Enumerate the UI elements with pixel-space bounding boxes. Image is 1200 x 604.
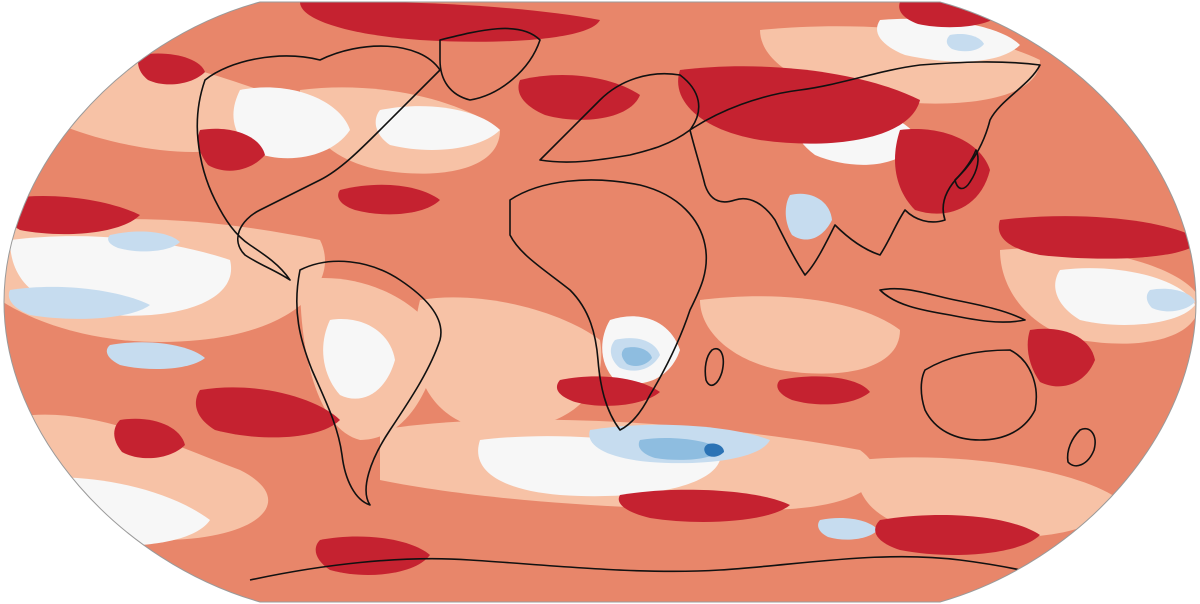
strong-region-alaska (138, 53, 205, 85)
cool-medium-regions (621, 347, 722, 460)
strong-region-east-australia (1027, 328, 1095, 387)
cool-patch-east-pacific (1146, 288, 1195, 312)
strong-region-antarctic-peninsula (315, 536, 430, 575)
cool-patch-south-pacific (18, 498, 78, 520)
cool-patch-central-pacific (8, 286, 151, 319)
strong-region-antarctic-far-east (1097, 518, 1170, 550)
cool-patch-north-pacific (108, 231, 180, 252)
light-region-south-atlantic (414, 297, 602, 430)
coast-madagascar (704, 348, 725, 387)
strong-region-north-pacific-east (998, 216, 1196, 259)
neutral-region-north-america (233, 87, 350, 159)
coast-japan (954, 149, 979, 190)
cool-patch-southern-ocean-core (638, 438, 722, 460)
coast-europe (539, 72, 700, 163)
strong-region-south-atlantic (556, 376, 660, 406)
strong-region-siberia (678, 66, 920, 144)
coast-asia (689, 61, 1041, 276)
cool-patch-arctic (946, 34, 984, 52)
coast-africa (509, 179, 708, 431)
strong-region-south-pacific-band (195, 387, 340, 438)
strong-region-indian (777, 376, 870, 405)
strong-region-south-pacific-west (114, 418, 185, 459)
cool-patch-south-africa-core (621, 347, 652, 366)
strong-region-east-asia (895, 129, 990, 214)
neutral-region-south-america (323, 319, 395, 399)
coast-indonesia (879, 287, 1026, 323)
cool-strong-regions (704, 443, 724, 457)
strong-region-europe (518, 75, 640, 120)
light-region-indian-ocean (700, 296, 900, 374)
coast-north-america (196, 45, 441, 281)
strong-region-north-atlantic (338, 184, 440, 215)
cool-patch-tropical-pacific (106, 342, 205, 370)
strong-region-southern-ocean-east (875, 515, 1040, 555)
coast-greenland (439, 27, 541, 101)
strong-region-north-america (198, 128, 265, 171)
coast-antarctica (249, 555, 1101, 591)
coast-south-america (295, 260, 442, 506)
coastlines (196, 27, 1101, 591)
coast-australia (920, 349, 1037, 441)
globe-outline (3, 1, 1197, 603)
neutral-region-north-atlantic (375, 106, 500, 150)
strong-region-southern-ocean-mid (618, 489, 790, 522)
strong-region-north-pacific-west (4, 196, 140, 235)
cool-patch-southern-ocean-deep (704, 443, 724, 457)
cool-patch-antarctic-coast (818, 518, 878, 540)
neutral-region-east-pacific (1055, 268, 1195, 325)
coast-new-zealand (1066, 428, 1096, 467)
cool-patch-india (785, 193, 832, 240)
